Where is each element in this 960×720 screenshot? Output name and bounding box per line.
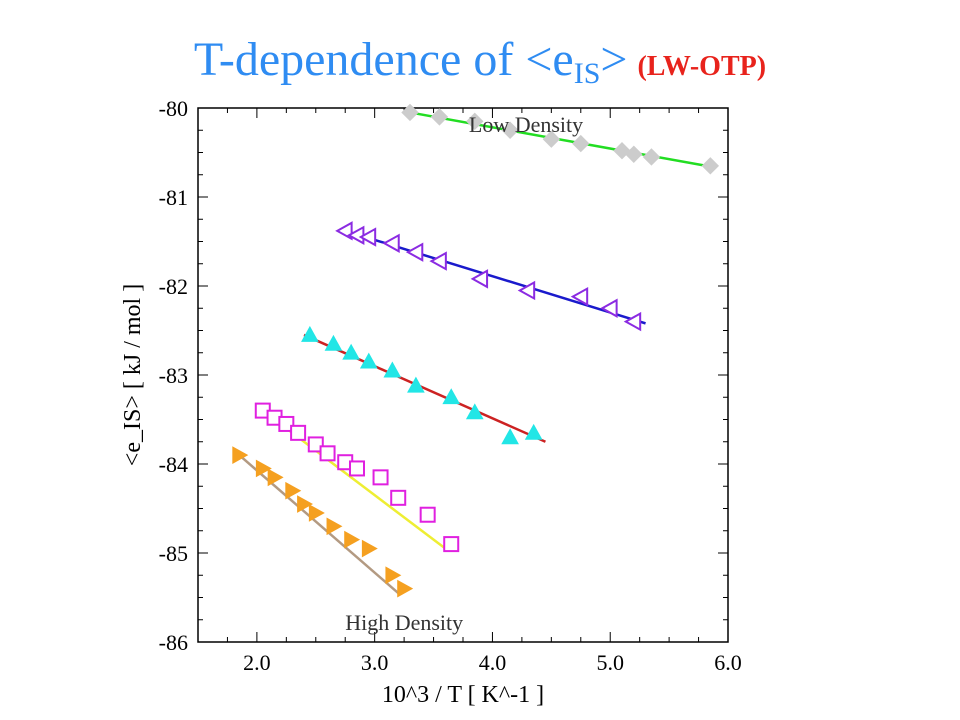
- data-point-square: [278, 415, 295, 432]
- data-point-diamond: [466, 112, 484, 131]
- data-point-triangle-right: [255, 459, 272, 478]
- data-point-diamond: [625, 145, 643, 163]
- data-point-triangle-right: [344, 530, 361, 549]
- data-point-triangle-left: [470, 269, 489, 289]
- ticks-layer: 2.0 3.0 4.0 5.0 6.0 -80 -81 -82 -83 -84 -85 -86: [159, 96, 742, 675]
- data-point-diamond: [430, 108, 449, 126]
- data-point-diamond: [701, 157, 720, 175]
- data-point-diamond: [642, 148, 661, 166]
- title-suffix: >: [600, 33, 628, 86]
- data-point-triangle-up: [465, 403, 484, 420]
- data-point-diamond: [501, 121, 519, 139]
- data-point-triangle-left: [429, 251, 447, 271]
- data-point-diamond: [572, 134, 590, 153]
- title-note: (LW-OTP): [637, 51, 767, 82]
- x-tick-label: 2.0: [243, 650, 271, 675]
- data-point-triangle-up: [324, 334, 343, 351]
- markers-layer: [232, 103, 720, 598]
- y-tick-label: -83: [159, 363, 188, 388]
- data-point-square: [319, 445, 336, 462]
- fit-lines-layer: [238, 111, 717, 594]
- y-axis-label: <e_IS> [ kJ / mol ]: [120, 284, 146, 466]
- y-tick-label: -80: [159, 96, 188, 121]
- slide-title: T-dependence of <eIS> (LW-OTP): [0, 30, 960, 104]
- labels-layer: 10^3 / T [ K^-1 ] <e_IS> [ kJ / mol ] Low …: [120, 112, 583, 708]
- fit-line-0: [409, 111, 717, 169]
- data-point-square: [307, 436, 324, 453]
- fit-line-2: [303, 333, 546, 443]
- data-point-square: [419, 506, 436, 523]
- plot-frame-layer: [197, 107, 729, 643]
- y-tick-label: -82: [159, 274, 188, 299]
- y-tick-label: -84: [159, 452, 188, 477]
- data-point-triangle-up: [407, 376, 425, 393]
- data-point-square: [372, 469, 389, 486]
- x-tick-label: 3.0: [361, 650, 389, 675]
- x-axis-label: 10^3 / T [ K^-1 ]: [382, 682, 544, 708]
- data-point-square: [349, 460, 365, 477]
- data-point-triangle-up: [501, 428, 519, 445]
- data-point-triangle-left: [382, 233, 400, 253]
- data-point-triangle-left: [570, 286, 589, 307]
- annotation-low-density: Low Density: [469, 112, 583, 137]
- data-point-triangle-right: [297, 495, 314, 513]
- data-point-square: [390, 489, 407, 506]
- x-tick-label: 6.0: [714, 650, 742, 675]
- y-tick-label: -86: [159, 630, 188, 655]
- data-point-triangle-up: [383, 361, 402, 378]
- data-point-square: [290, 424, 307, 441]
- data-point-triangle-left: [623, 311, 642, 332]
- annotation-high-density: High Density: [345, 610, 463, 635]
- data-point-triangle-right: [385, 566, 402, 585]
- x-tick-label: 4.0: [479, 650, 507, 675]
- data-point-square: [443, 536, 460, 553]
- x-tick-label: 5.0: [596, 650, 624, 675]
- data-point-triangle-right: [232, 446, 249, 464]
- data-point-triangle-up: [342, 343, 360, 360]
- data-point-triangle-up: [524, 423, 543, 440]
- title-prefix: T-dependence of <e: [193, 33, 574, 86]
- data-point-triangle-right: [397, 579, 414, 598]
- data-point-triangle-left: [358, 227, 377, 247]
- data-point-triangle-right: [267, 468, 284, 487]
- data-point-triangle-right: [326, 517, 343, 536]
- data-point-triangle-up: [301, 325, 319, 342]
- data-point-triangle-left: [517, 280, 536, 301]
- plot-frame: [197, 107, 729, 643]
- title-subscript: IS: [573, 57, 601, 90]
- data-point-triangle-right: [285, 481, 302, 500]
- data-point-triangle-up: [442, 388, 461, 405]
- data-point-triangle-right: [361, 539, 378, 558]
- title-main: T-dependence of <eIS>: [193, 33, 628, 90]
- data-point-diamond: [401, 103, 419, 122]
- y-tick-label: -85: [159, 541, 188, 566]
- data-point-triangle-left: [600, 298, 618, 318]
- fit-line-4: [238, 454, 400, 594]
- data-point-diamond: [542, 130, 561, 148]
- y-tick-label: -81: [159, 185, 188, 210]
- data-point-triangle-up: [359, 352, 378, 369]
- data-point-triangle-left: [405, 242, 424, 262]
- data-point-triangle-right: [308, 504, 325, 522]
